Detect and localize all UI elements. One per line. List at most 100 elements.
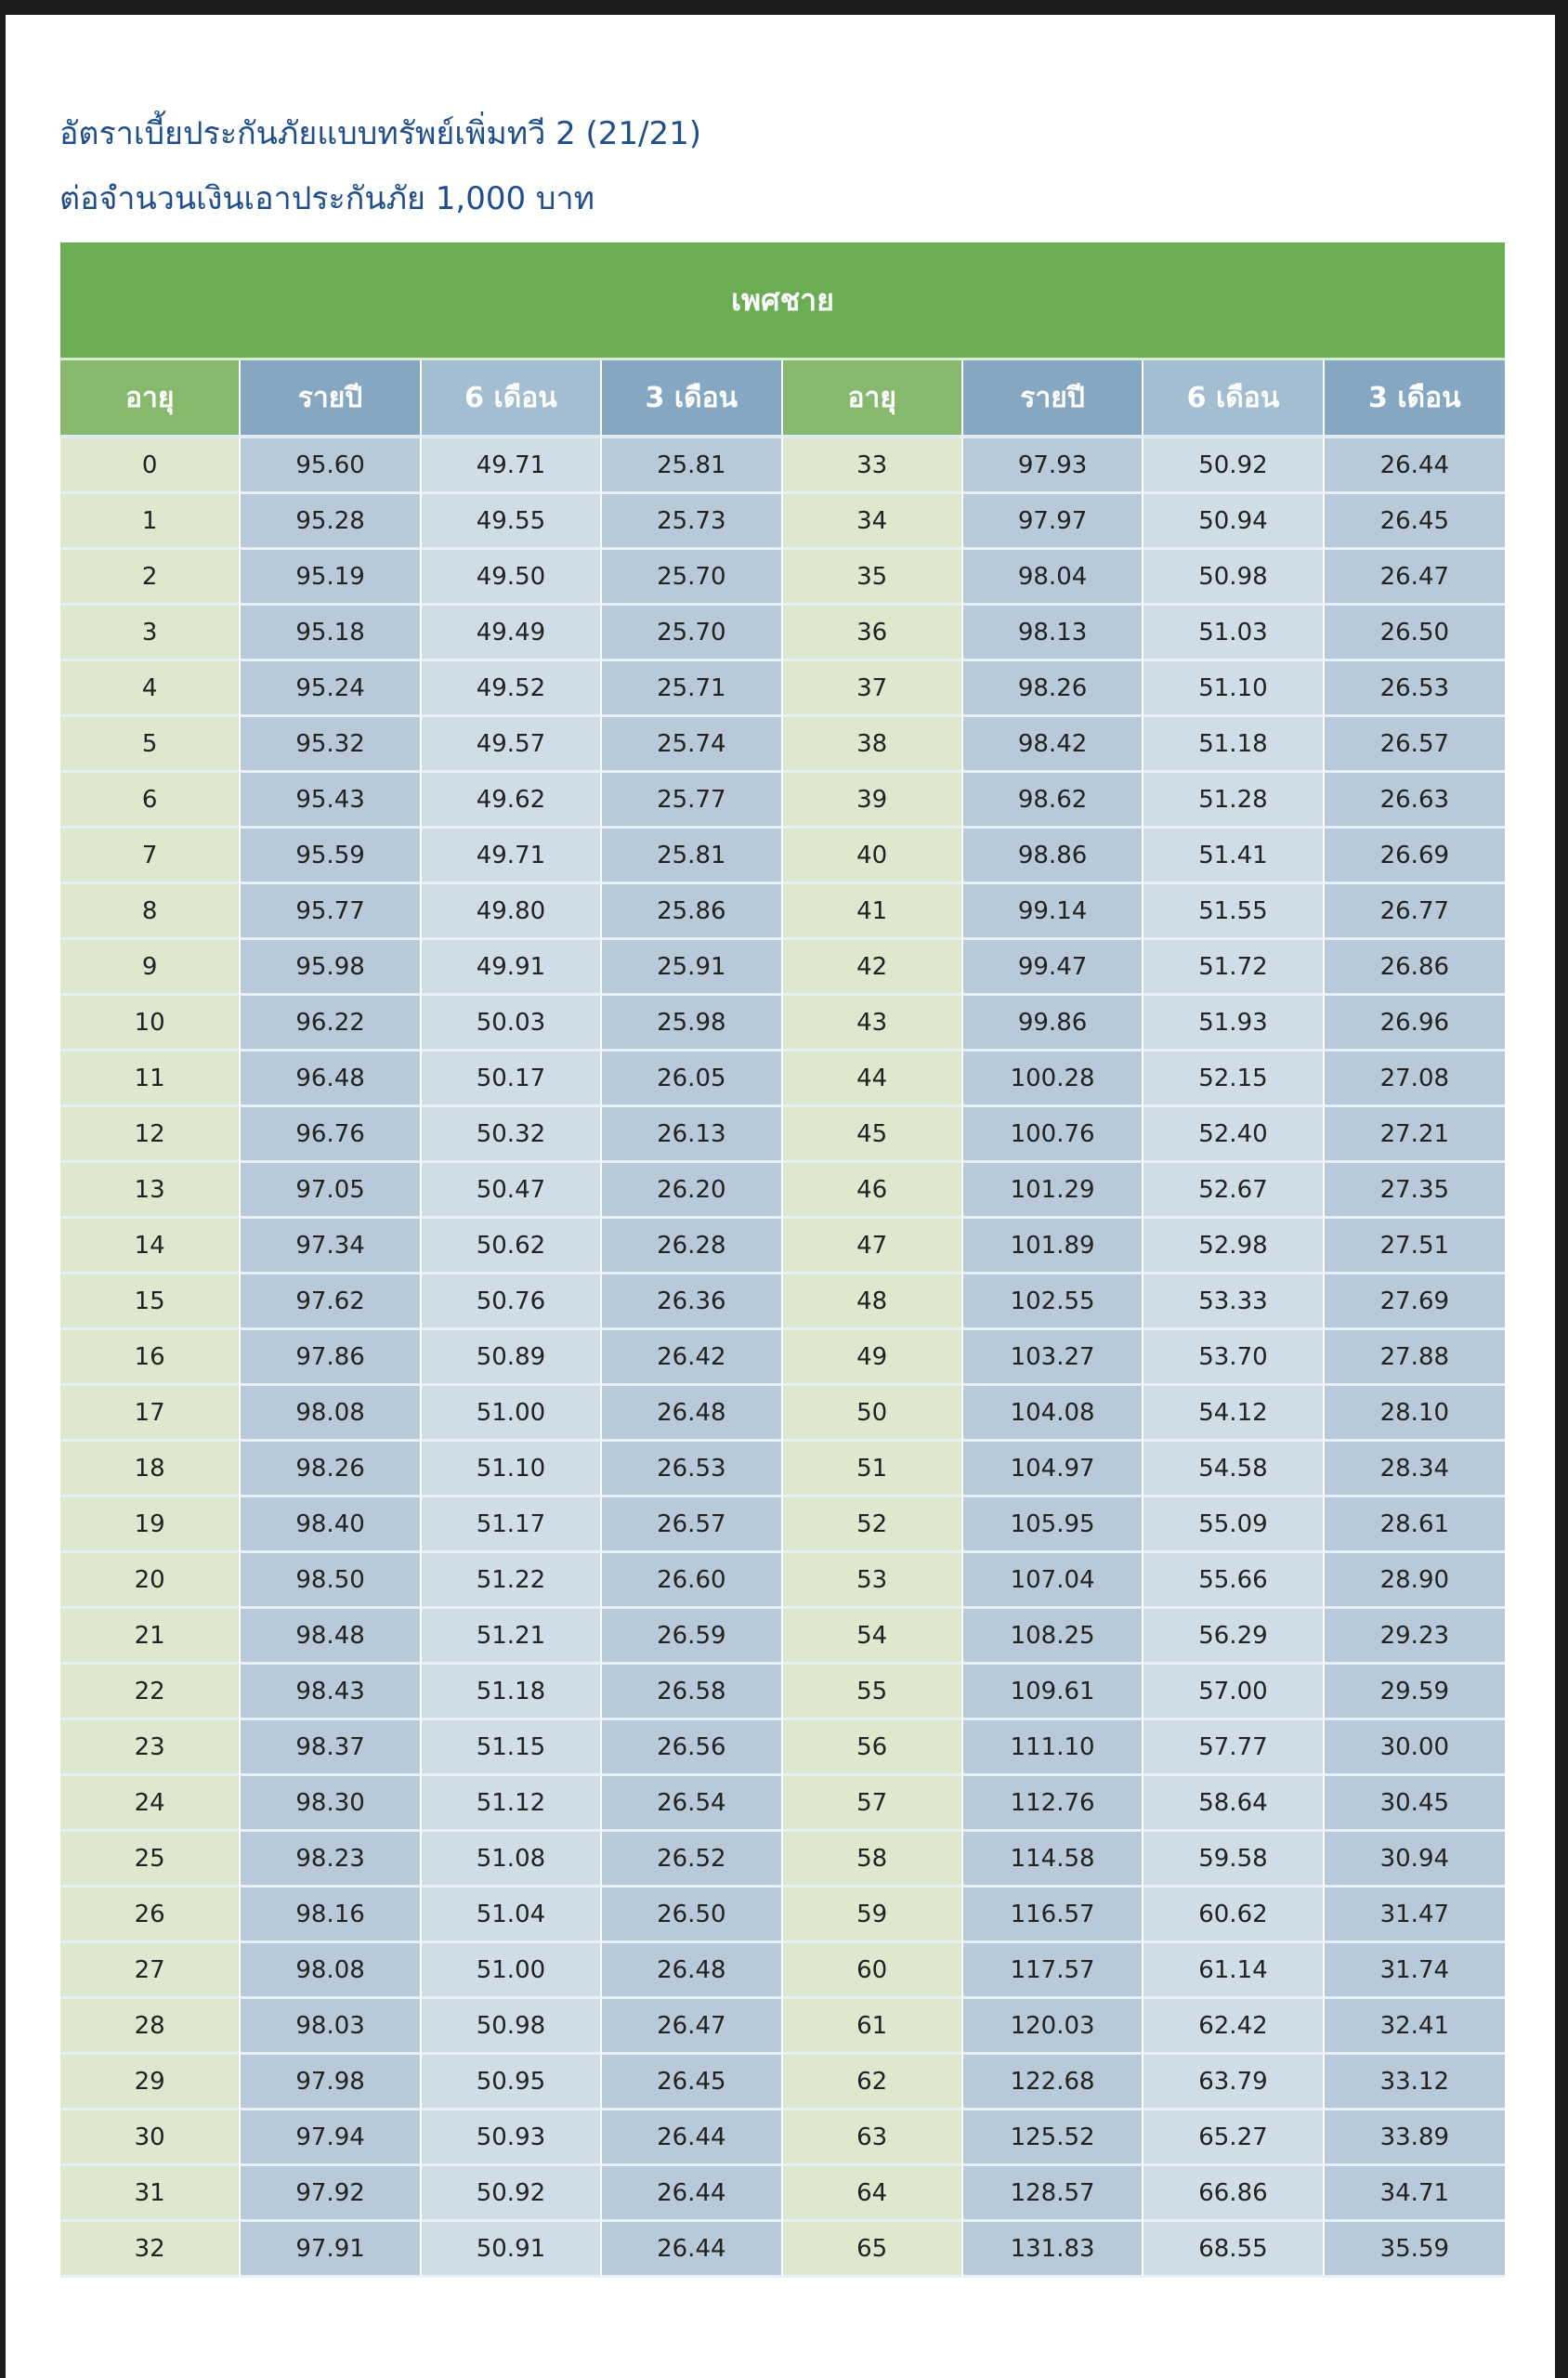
- cell-six-month: 68.55: [1143, 2222, 1325, 2278]
- cell-annual: 109.61: [962, 1665, 1144, 1720]
- cell-annual: 116.57: [962, 1888, 1144, 1943]
- table-row: 23 98.37 51.15 26.56 56 111.10 57.77 30.00: [60, 1720, 1505, 1776]
- table-row: 3 95.18 49.49 25.70 36 98.13 51.03 26.50: [60, 606, 1505, 661]
- column-header-six-month: 6 เดือน: [421, 360, 603, 438]
- cell-six-month: 52.98: [1143, 1219, 1325, 1274]
- cell-six-month: 54.58: [1143, 1442, 1325, 1497]
- cell-six-month: 51.00: [421, 1943, 603, 1999]
- cell-three-month: 26.60: [602, 1553, 783, 1609]
- cell-age: 57: [782, 1776, 963, 1832]
- cell-annual: 97.62: [241, 1274, 422, 1330]
- cell-age: 45: [782, 1107, 963, 1163]
- cell-three-month: 26.50: [602, 1888, 783, 1943]
- cell-six-month: 49.50: [421, 550, 603, 606]
- cell-age: 6: [60, 773, 242, 829]
- cell-three-month: 31.74: [1324, 1943, 1505, 1999]
- cell-six-month: 51.10: [1143, 661, 1325, 717]
- cell-three-month: 27.35: [1324, 1163, 1505, 1219]
- cell-age: 47: [782, 1219, 963, 1274]
- cell-age: 60: [782, 1943, 963, 1999]
- cell-annual: 97.93: [962, 438, 1144, 494]
- column-header-six-month: 6 เดือน: [1143, 360, 1325, 438]
- document-page: อัตราเบี้ยประกันภัยแบบทรัพย์เพิ่มทวี 2 (…: [6, 15, 1555, 2378]
- cell-age: 15: [60, 1274, 242, 1330]
- cell-age: 0: [60, 438, 242, 494]
- cell-three-month: 26.36: [602, 1274, 783, 1330]
- cell-six-month: 51.28: [1143, 773, 1325, 829]
- table-row: 21 98.48 51.21 26.59 54 108.25 56.29 29.23: [60, 1609, 1505, 1665]
- cell-three-month: 26.42: [602, 1330, 783, 1386]
- cell-three-month: 35.59: [1324, 2222, 1505, 2278]
- cell-six-month: 49.49: [421, 606, 603, 661]
- page-subtitle: ต่อจำนวนเงินเอาประกันภัย 1,000 บาท: [59, 180, 595, 217]
- cell-six-month: 51.17: [421, 1497, 603, 1553]
- cell-three-month: 33.12: [1324, 2055, 1505, 2110]
- cell-six-month: 56.29: [1143, 1609, 1325, 1665]
- cell-three-month: 26.48: [602, 1943, 783, 1999]
- cell-six-month: 49.55: [421, 494, 603, 550]
- cell-annual: 104.08: [962, 1386, 1144, 1442]
- cell-three-month: 26.05: [602, 1052, 783, 1107]
- cell-age: 41: [782, 884, 963, 940]
- table-row: 32 97.91 50.91 26.44 65 131.83 68.55 35.59: [60, 2222, 1505, 2278]
- table-row: 17 98.08 51.00 26.48 50 104.08 54.12 28.10: [60, 1386, 1505, 1442]
- cell-six-month: 51.10: [421, 1442, 603, 1497]
- cell-three-month: 25.74: [602, 717, 783, 773]
- cell-age: 12: [60, 1107, 242, 1163]
- cell-six-month: 66.86: [1143, 2166, 1325, 2222]
- cell-annual: 95.98: [241, 940, 422, 996]
- cell-age: 19: [60, 1497, 242, 1553]
- table-row: 20 98.50 51.22 26.60 53 107.04 55.66 28.90: [60, 1553, 1505, 1609]
- cell-age: 35: [782, 550, 963, 606]
- cell-annual: 103.27: [962, 1330, 1144, 1386]
- cell-three-month: 26.44: [602, 2166, 783, 2222]
- cell-six-month: 50.62: [421, 1219, 603, 1274]
- cell-six-month: 51.55: [1143, 884, 1325, 940]
- cell-annual: 98.08: [241, 1943, 422, 1999]
- cell-six-month: 50.32: [421, 1107, 603, 1163]
- cell-annual: 96.22: [241, 996, 422, 1052]
- cell-annual: 98.86: [962, 829, 1144, 884]
- cell-three-month: 25.81: [602, 829, 783, 884]
- cell-annual: 125.52: [962, 2110, 1144, 2166]
- cell-annual: 98.23: [241, 1832, 422, 1888]
- table-row: 18 98.26 51.10 26.53 51 104.97 54.58 28.34: [60, 1442, 1505, 1497]
- cell-age: 63: [782, 2110, 963, 2166]
- cell-age: 34: [782, 494, 963, 550]
- cell-six-month: 50.76: [421, 1274, 603, 1330]
- cell-annual: 122.68: [962, 2055, 1144, 2110]
- cell-three-month: 29.59: [1324, 1665, 1505, 1720]
- cell-annual: 98.43: [241, 1665, 422, 1720]
- cell-six-month: 51.04: [421, 1888, 603, 1943]
- cell-three-month: 26.50: [1324, 606, 1505, 661]
- cell-six-month: 50.94: [1143, 494, 1325, 550]
- cell-age: 42: [782, 940, 963, 996]
- cell-annual: 120.03: [962, 1999, 1144, 2055]
- cell-age: 17: [60, 1386, 242, 1442]
- cell-three-month: 25.77: [602, 773, 783, 829]
- table-row: 2 95.19 49.50 25.70 35 98.04 50.98 26.47: [60, 550, 1505, 606]
- cell-age: 30: [60, 2110, 242, 2166]
- table-row: 9 95.98 49.91 25.91 42 99.47 51.72 26.86: [60, 940, 1505, 996]
- cell-annual: 102.55: [962, 1274, 1144, 1330]
- cell-three-month: 30.45: [1324, 1776, 1505, 1832]
- cell-three-month: 26.53: [1324, 661, 1505, 717]
- cell-three-month: 26.47: [602, 1999, 783, 2055]
- cell-age: 32: [60, 2222, 242, 2278]
- cell-three-month: 26.47: [1324, 550, 1505, 606]
- cell-three-month: 34.71: [1324, 2166, 1505, 2222]
- page-title: อัตราเบี้ยประกันภัยแบบทรัพย์เพิ่มทวี 2 (…: [59, 115, 702, 152]
- table-row: 22 98.43 51.18 26.58 55 109.61 57.00 29.59: [60, 1665, 1505, 1720]
- cell-six-month: 49.71: [421, 829, 603, 884]
- table-row: 12 96.76 50.32 26.13 45 100.76 52.40 27.21: [60, 1107, 1505, 1163]
- cell-six-month: 50.98: [1143, 550, 1325, 606]
- cell-age: 24: [60, 1776, 242, 1832]
- cell-three-month: 27.88: [1324, 1330, 1505, 1386]
- cell-annual: 98.40: [241, 1497, 422, 1553]
- cell-six-month: 62.42: [1143, 1999, 1325, 2055]
- cell-three-month: 26.63: [1324, 773, 1505, 829]
- cell-annual: 95.60: [241, 438, 422, 494]
- cell-annual: 128.57: [962, 2166, 1144, 2222]
- cell-annual: 107.04: [962, 1553, 1144, 1609]
- cell-six-month: 51.21: [421, 1609, 603, 1665]
